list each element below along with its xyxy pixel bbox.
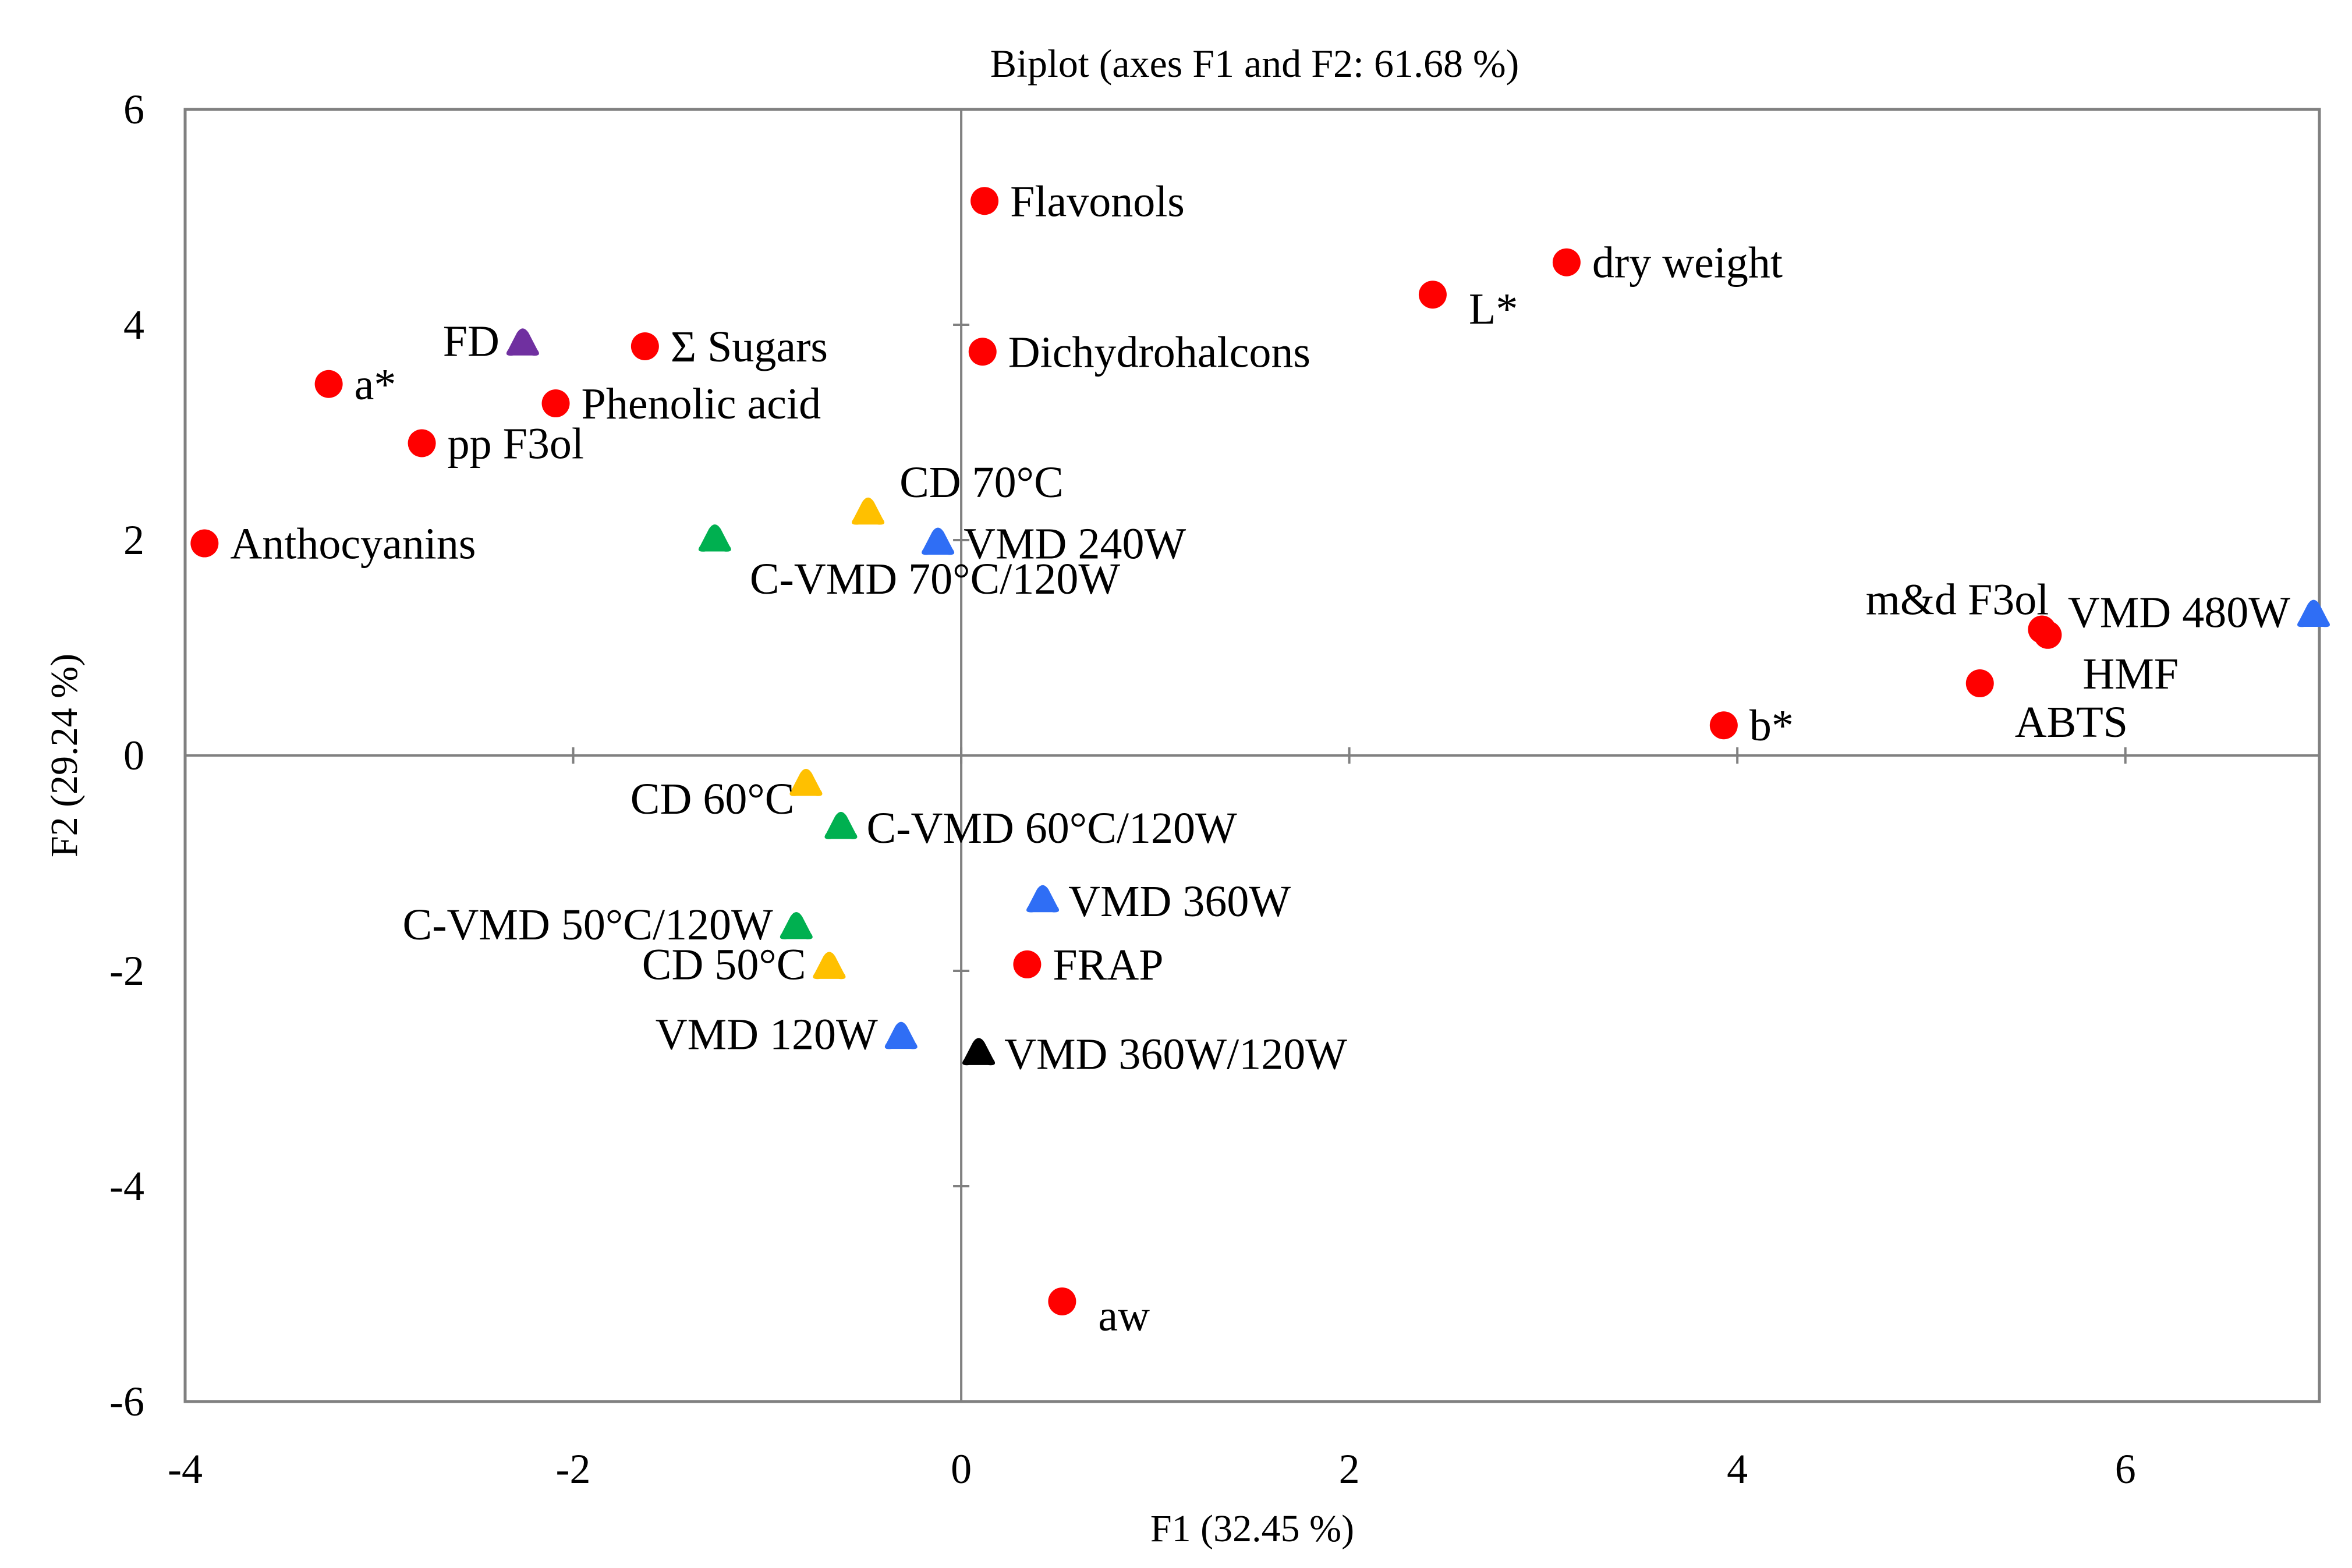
x-tick-label: -4 (168, 1446, 203, 1492)
point-label: HMF (2082, 650, 2179, 698)
observation-point (852, 497, 885, 525)
point-label: Phenolic acid (582, 379, 821, 428)
point-label: FD (443, 317, 500, 366)
point-label: CD 60°C (630, 775, 795, 824)
variable-point (630, 332, 659, 360)
x-tick-label: 2 (1339, 1446, 1360, 1492)
y-tick-label: 4 (123, 301, 144, 348)
point-label: C-VMD 50°C/120W (403, 900, 774, 949)
y-tick-label: 2 (123, 517, 144, 563)
points-layer (190, 187, 2330, 1315)
point-label: pp F3ol (448, 420, 584, 469)
point-label: VMD 120W (656, 1010, 878, 1059)
observation-point (1026, 885, 1060, 913)
variable-point (970, 187, 999, 215)
variable-point (190, 529, 219, 558)
observation-point (922, 527, 955, 555)
point-label: VMD 240W (964, 520, 1186, 569)
x-tick-label: 0 (951, 1446, 972, 1492)
x-tick-label: 4 (1727, 1446, 1748, 1492)
point-label: L* (1469, 285, 1518, 334)
point-label: CD 70°C (899, 458, 1064, 507)
point-label: C-VMD 70°C/120W (750, 555, 1121, 604)
variable-point (1709, 711, 1738, 740)
chart-title: Biplot (axes F1 and F2: 61.68 %) (990, 41, 1519, 86)
point-label: Flavonols (1010, 177, 1185, 226)
x-axis-title: F1 (32.45 %) (1150, 1507, 1354, 1550)
variable-point (968, 338, 997, 366)
y-tick-label: 6 (123, 86, 144, 133)
point-label: C-VMD 60°C/120W (866, 804, 1237, 853)
point-label: VMD 360W (1068, 877, 1291, 926)
observation-point (789, 768, 823, 796)
variable-point (1965, 669, 1994, 698)
point-label: CD 50°C (642, 940, 806, 989)
variable-point (1013, 950, 1042, 978)
variable-point (1552, 248, 1581, 276)
y-tick-label: -6 (109, 1378, 144, 1425)
ticks-layer: -4 -2 0 2 4 6 -6 -4 -2 0 2 4 6 (109, 86, 2136, 1492)
variable-point (314, 370, 343, 398)
observation-point (824, 811, 858, 839)
variable-point (1048, 1287, 1076, 1315)
point-label: m&d F3ol (1866, 576, 2049, 625)
point-label: VMD 360W/120W (1004, 1030, 1347, 1079)
labels-layer: Flavonols dry weight L* Σ Sugars Dichydrohal… (230, 177, 2290, 1340)
y-axis-title: F2 (29.24 %) (43, 654, 86, 857)
variable-point (2034, 620, 2062, 649)
point-label: a* (355, 360, 396, 409)
variable-point (541, 389, 570, 418)
point-label: b* (1749, 701, 1794, 750)
x-tick-label: -2 (556, 1446, 591, 1492)
observation-point (506, 328, 539, 356)
variable-point (408, 429, 436, 457)
point-label: aw (1098, 1292, 1150, 1340)
point-label: dry weight (1592, 239, 1783, 288)
x-tick-label: 6 (2115, 1446, 2136, 1492)
observation-point (2297, 599, 2330, 627)
point-label: Σ Sugars (671, 322, 828, 371)
observation-point (813, 952, 846, 980)
point-label: Dichydrohalcons (1008, 328, 1310, 377)
observation-point (962, 1038, 996, 1066)
variable-point (1418, 281, 1447, 309)
observation-point (780, 911, 813, 939)
y-tick-label: 0 (123, 732, 144, 779)
y-tick-label: -2 (109, 948, 144, 994)
y-tick-label: -4 (109, 1163, 144, 1209)
point-label: VMD 480W (2068, 588, 2290, 637)
observation-point (884, 1021, 918, 1049)
point-label: Anthocyanins (230, 520, 476, 569)
point-label: ABTS (2015, 698, 2128, 747)
observation-point (698, 524, 731, 552)
point-label: FRAP (1053, 941, 1163, 989)
